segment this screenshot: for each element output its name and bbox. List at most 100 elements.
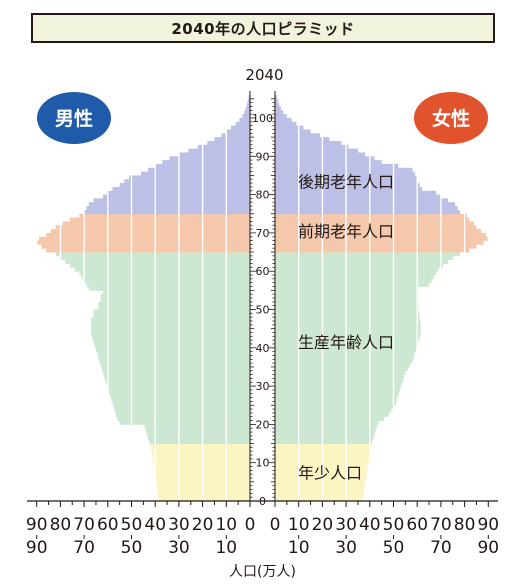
bar-male bbox=[41, 244, 250, 249]
bar-female bbox=[275, 432, 375, 437]
bar-female bbox=[275, 267, 439, 272]
bar-female bbox=[275, 332, 421, 337]
bar-male bbox=[79, 213, 250, 218]
bar-female bbox=[275, 248, 470, 253]
bar-male bbox=[152, 458, 250, 464]
bar-male bbox=[98, 301, 250, 307]
bar-male bbox=[221, 133, 250, 138]
bar-female bbox=[275, 378, 403, 383]
x-tick-label-left: 80 bbox=[50, 515, 72, 535]
bar-female bbox=[275, 186, 422, 192]
bar-female bbox=[275, 397, 398, 402]
age-tick-label: 80 bbox=[256, 189, 270, 202]
bar-male bbox=[46, 232, 251, 238]
bar-female bbox=[275, 355, 414, 360]
bar-male bbox=[169, 156, 250, 161]
bar-female bbox=[275, 106, 281, 111]
x-tick-label-left-odd: 30 bbox=[168, 538, 190, 558]
bar-female bbox=[275, 102, 280, 107]
bar-male bbox=[226, 129, 250, 134]
bar-female bbox=[275, 497, 363, 502]
bar-male bbox=[119, 420, 251, 425]
bar-female bbox=[275, 370, 406, 376]
bar-female bbox=[275, 98, 278, 104]
bar-male bbox=[93, 340, 250, 345]
bar-male bbox=[235, 121, 250, 127]
x-tick-label-left-odd: 10 bbox=[215, 538, 237, 558]
bar-female bbox=[275, 424, 377, 429]
bar-female bbox=[275, 489, 364, 494]
bar-male bbox=[146, 432, 250, 437]
bar-female bbox=[275, 240, 484, 245]
bar-female bbox=[275, 275, 434, 280]
bar-male bbox=[103, 194, 250, 199]
bar-female bbox=[275, 389, 400, 395]
age-tick-label: 60 bbox=[256, 265, 270, 278]
bar-male bbox=[151, 451, 250, 456]
x-tick-label-right: 80 bbox=[454, 515, 476, 535]
bar-male bbox=[214, 137, 250, 142]
bar-male bbox=[91, 328, 251, 333]
year-label: 2040 bbox=[245, 66, 283, 84]
x-tick-label-left-odd: 50 bbox=[121, 538, 143, 558]
bar-male bbox=[88, 286, 250, 291]
bar-male bbox=[91, 324, 251, 330]
age-tick-label: 50 bbox=[256, 303, 270, 316]
bar-female bbox=[275, 405, 394, 410]
bar-female bbox=[275, 236, 489, 241]
x-tick-label-left: 0 bbox=[245, 515, 256, 535]
bar-female bbox=[275, 190, 437, 195]
bar-male bbox=[188, 148, 250, 153]
bar-male bbox=[100, 298, 250, 303]
age-tick-label: 40 bbox=[256, 342, 270, 355]
x-tick-label-right-odd: 50 bbox=[383, 538, 405, 558]
x-tick-label-left: 90 bbox=[26, 515, 48, 535]
bar-female bbox=[275, 428, 376, 433]
female-label: 女性 bbox=[432, 107, 470, 130]
bar-female bbox=[275, 416, 385, 421]
bar-male bbox=[36, 240, 251, 245]
bar-male bbox=[158, 493, 250, 498]
bar-male bbox=[157, 485, 250, 490]
bar-male bbox=[145, 428, 250, 433]
bar-female bbox=[275, 232, 486, 238]
bar-female bbox=[275, 152, 366, 157]
bar-male bbox=[105, 378, 251, 383]
bar-female bbox=[275, 359, 413, 364]
band-label: 年少人口 bbox=[298, 463, 362, 482]
bar-female bbox=[275, 229, 482, 234]
bar-male bbox=[153, 462, 250, 467]
age-tick-label: 100 bbox=[252, 112, 273, 125]
x-tick-label-left: 70 bbox=[73, 515, 95, 535]
x-tick-label-right: 50 bbox=[383, 515, 405, 535]
bar-female bbox=[275, 259, 449, 264]
bar-male bbox=[46, 248, 251, 253]
x-tick-label-right: 0 bbox=[270, 515, 281, 535]
bar-male bbox=[91, 320, 251, 326]
bar-female bbox=[275, 156, 375, 161]
bar-male bbox=[157, 489, 250, 494]
bar-male bbox=[65, 259, 250, 264]
age-tick-label: 20 bbox=[256, 418, 270, 431]
band-label: 生産年齢人口 bbox=[298, 333, 394, 352]
bar-male bbox=[50, 229, 250, 234]
bar-female bbox=[275, 393, 399, 398]
bar-male bbox=[88, 202, 250, 207]
bar-female bbox=[275, 420, 380, 425]
bar-male bbox=[207, 140, 250, 146]
bar-female bbox=[275, 225, 477, 230]
bar-female bbox=[275, 213, 467, 218]
bar-female bbox=[275, 209, 460, 215]
bar-male bbox=[81, 275, 250, 280]
bar-male bbox=[148, 167, 250, 173]
bar-male bbox=[246, 102, 250, 107]
bar-female bbox=[275, 144, 349, 150]
bar-male bbox=[101, 366, 250, 372]
x-tick-label-right: 90 bbox=[477, 515, 499, 535]
bar-female bbox=[275, 366, 408, 372]
bar-male bbox=[158, 497, 250, 502]
bar-female bbox=[275, 466, 368, 471]
bar-male bbox=[69, 263, 250, 268]
x-tick-label-left-odd: 90 bbox=[26, 538, 48, 558]
